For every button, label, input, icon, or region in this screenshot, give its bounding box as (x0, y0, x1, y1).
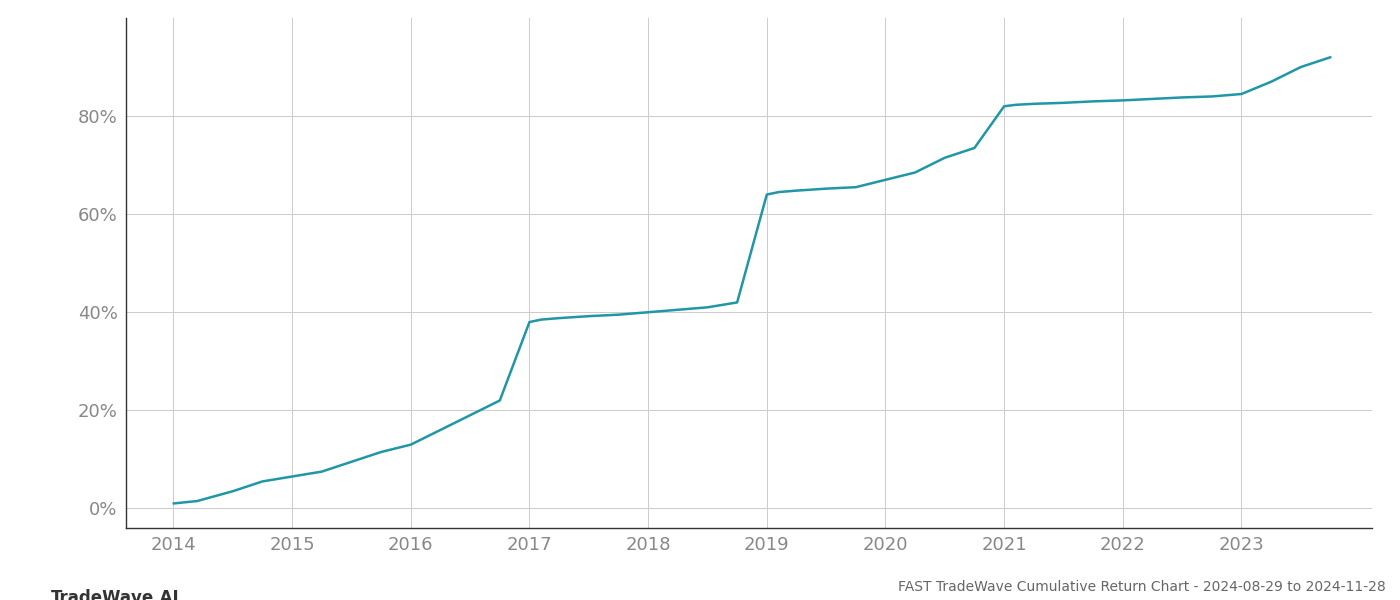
Text: FAST TradeWave Cumulative Return Chart - 2024-08-29 to 2024-11-28: FAST TradeWave Cumulative Return Chart -… (899, 580, 1386, 594)
Text: TradeWave.AI: TradeWave.AI (52, 589, 179, 600)
